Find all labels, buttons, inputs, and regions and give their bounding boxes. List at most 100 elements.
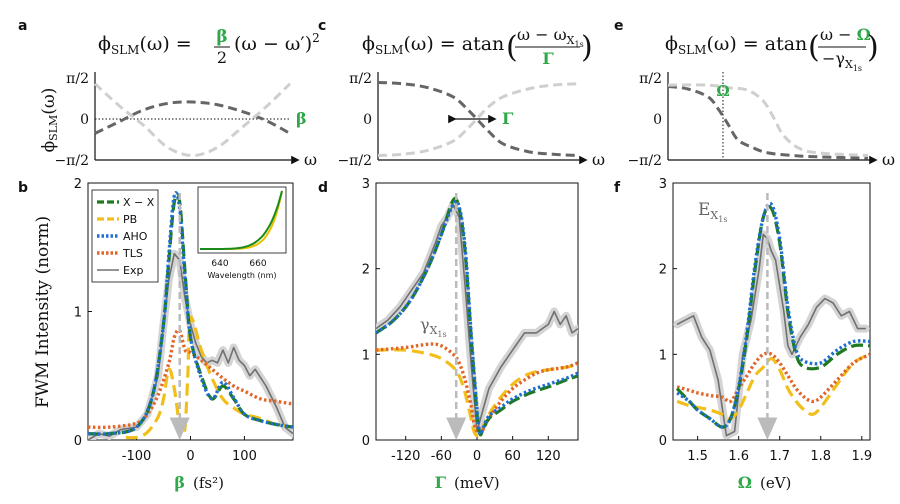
series-pb <box>676 352 870 421</box>
title-c: ϕSLM(ω) = atan ( ω − ωX1s Γ ) <box>362 25 593 68</box>
x-axis-label: ω <box>592 150 605 169</box>
xlabel-d-sym: Γ <box>435 473 447 492</box>
xlabel-d-unit: (meV) <box>454 474 500 492</box>
x-tick-label: 1.9 <box>851 449 872 464</box>
title-e-densub: X <box>845 58 853 71</box>
y-tick-label: π/2 <box>639 71 662 87</box>
y-tick-label: 3 <box>659 177 667 192</box>
svg-text:(ω − ω′)2: (ω − ω′)2 <box>234 31 320 55</box>
y-tick-label: 0 <box>362 434 370 449</box>
title-e-omega: Ω <box>857 25 871 44</box>
title-c-num: ω − ω <box>517 25 567 44</box>
x-tick-label: 1.7 <box>769 449 790 464</box>
y-tick-label: 2 <box>74 177 82 192</box>
x-tick-label: 120 <box>536 449 561 464</box>
y-tick-label: 1 <box>362 348 370 363</box>
y-tick-label: 2 <box>659 263 667 278</box>
panel-label-f: f <box>614 180 621 196</box>
title-c-phi: ϕ <box>362 33 375 55</box>
phase-series-light <box>667 83 869 157</box>
title-c-gamma: Γ <box>542 49 554 68</box>
xlabel-b-unit: (fs²) <box>193 474 224 492</box>
y-tick-label: 0 <box>74 434 82 449</box>
title-a-eq: (ω) = <box>139 33 191 55</box>
series-exp <box>676 233 866 437</box>
title-a: ϕSLM(ω) = β 2 (ω − ω′)2 <box>98 27 320 67</box>
title-a-sub: SLM <box>111 43 139 57</box>
svg-text:−γX1s: −γX1s <box>822 49 862 73</box>
panel-label-a: a <box>18 18 27 34</box>
phase-panel-e: π/2 0 −π/2 ω Ω <box>627 71 895 169</box>
phase-series-dark <box>377 81 579 157</box>
series-aho <box>676 201 870 429</box>
series-exp-halo <box>673 230 870 440</box>
series-tls <box>376 342 578 435</box>
annotation-e-x1s: EX1s <box>698 200 727 224</box>
title-e-den: −γ <box>822 49 845 68</box>
svg-text:ϕSLM(ω) =: ϕSLM(ω) = <box>98 33 192 57</box>
inset-tick-label: 640 <box>211 259 228 269</box>
inset-xlabel: Wavelength (nm) <box>207 271 276 280</box>
x-tick-label: 1.5 <box>687 449 708 464</box>
plot-area <box>88 191 293 440</box>
fwm-ylabel: FWM Intensity (norm) <box>33 216 53 408</box>
phase-series-dark <box>94 100 291 135</box>
inset-curve-green <box>200 190 283 250</box>
param-label-beta: β <box>296 109 307 128</box>
xlabel-d: Γ (meV) <box>435 473 500 492</box>
phase-panel-c: π/2 0 −π/2 ω Γ <box>337 71 605 169</box>
legend-entry: TLS <box>122 247 143 260</box>
svg-text:ϕSLM(ω) = atan: ϕSLM(ω) = atan <box>665 33 807 57</box>
y-tick-label: 0 <box>653 112 662 128</box>
xlabel-f-unit: (eV) <box>760 474 791 492</box>
svg-text:ω − Ω: ω − Ω <box>820 25 871 44</box>
annotation-gamma-x1s: γX1s <box>420 315 447 339</box>
title-e-densub2: 1s <box>853 64 862 73</box>
svg-text:ω − ωX1s: ω − ωX1s <box>517 25 584 49</box>
legend-entry: PB <box>123 213 137 226</box>
panel-label-e: e <box>614 18 624 34</box>
phase-panel-a: π/2 0 −π/2 ω β <box>54 71 317 169</box>
title-c-numsub2: 1s <box>575 40 584 49</box>
x-axis-label: ω <box>882 150 895 169</box>
x-tick-label: 0 <box>186 449 194 464</box>
y-tick-label: 0 <box>363 112 372 128</box>
x-tick-label: -60 <box>431 449 452 464</box>
series-aho <box>376 199 578 436</box>
title-e-eq: (ω) = atan <box>706 33 807 55</box>
fwm-panel-f: 0 1 2 3 1.5 1.6 1.7 1.8 1.9 EX1s <box>659 177 872 464</box>
y-tick-label: 1 <box>659 348 667 363</box>
title-c-eq: (ω) = atan <box>403 33 504 55</box>
series-pb <box>125 316 293 440</box>
x-axis-label: ω <box>304 150 317 169</box>
title-e-sub: SLM <box>678 43 706 57</box>
series-tls <box>676 351 870 404</box>
x-tick-label: 1.8 <box>810 449 831 464</box>
xlabel-f: Ω (eV) <box>738 473 792 492</box>
xlabel-b: β (fs²) <box>174 473 224 492</box>
y-tick-label: π/2 <box>66 71 89 87</box>
x-tick-label: 1.6 <box>728 449 749 464</box>
y-tick-label: −π/2 <box>337 153 372 169</box>
phase-series-light <box>93 82 292 158</box>
panel-label-c: c <box>318 18 326 34</box>
y-tick-label: π/2 <box>349 71 372 87</box>
y-tick-label: −π/2 <box>627 153 662 169</box>
y-tick-label: −π/2 <box>54 153 89 169</box>
panel-label-b: b <box>18 180 28 196</box>
y-tick-label: 0 <box>659 434 667 449</box>
panel-label-d: d <box>318 180 328 196</box>
legend-entry: AHO <box>123 230 148 243</box>
inset-tick-label: 660 <box>249 259 266 269</box>
x-tick-label: 100 <box>232 449 257 464</box>
title-e-phi: ϕ <box>665 33 678 55</box>
y-tick-label: 2 <box>362 263 370 278</box>
title-e-lparen: ( <box>808 30 820 65</box>
param-label-gamma: Γ <box>502 109 514 128</box>
fwm-panel-b: 0 1 2 -100 0 100 X − X PB AHO TLS Exp 640 660 Wavelen… <box>74 177 294 464</box>
phase-series-dark <box>667 84 869 160</box>
xlabel-f-sym: Ω <box>738 473 752 492</box>
title-c-rparen: ) <box>581 30 593 65</box>
title-e: ϕSLM(ω) = atan ( ω − Ω −γX1s ) <box>665 25 879 73</box>
